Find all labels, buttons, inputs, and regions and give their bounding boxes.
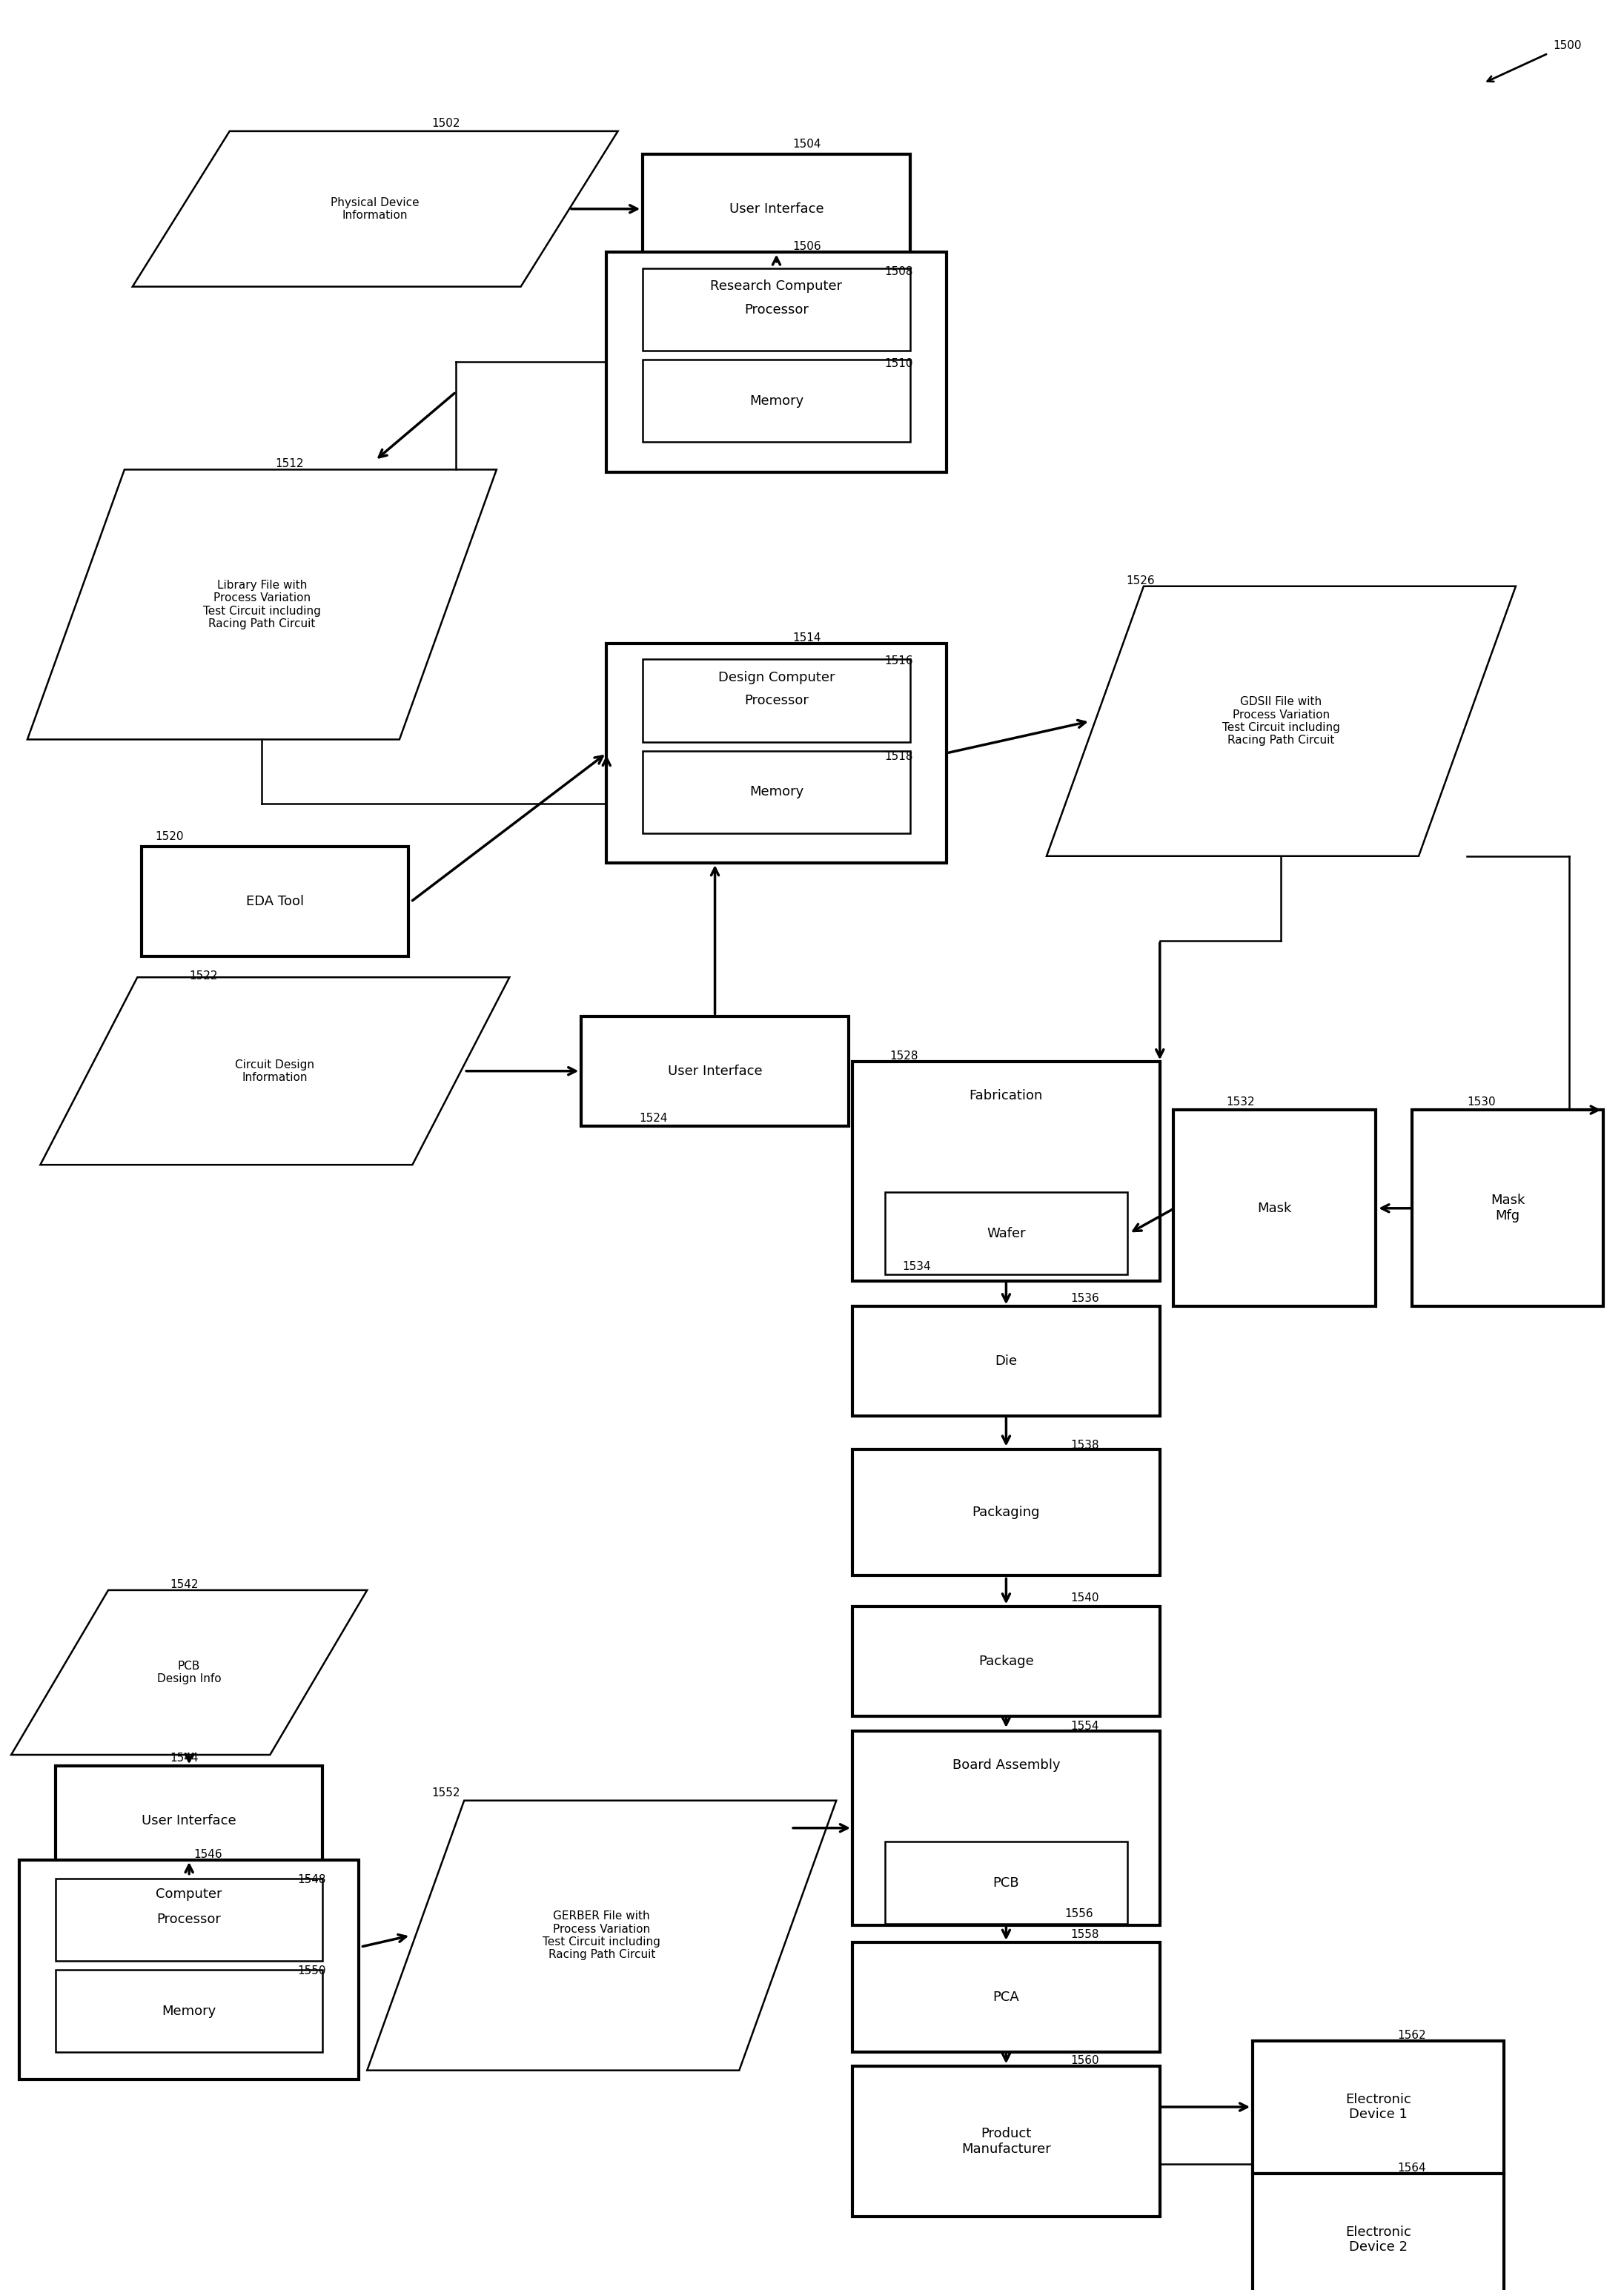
- Text: 1524: 1524: [638, 1112, 667, 1124]
- Text: Product
Manufacturer: Product Manufacturer: [961, 2128, 1051, 2155]
- FancyBboxPatch shape: [19, 1860, 359, 2080]
- Polygon shape: [1046, 587, 1515, 855]
- Text: Circuit Design
Information: Circuit Design Information: [235, 1059, 315, 1082]
- Polygon shape: [11, 1589, 367, 1754]
- Text: Mask: Mask: [1257, 1202, 1291, 1215]
- Polygon shape: [41, 977, 510, 1165]
- Text: 1510: 1510: [885, 358, 913, 369]
- Text: 1504: 1504: [793, 138, 822, 149]
- FancyBboxPatch shape: [853, 1449, 1160, 1575]
- Text: Board Assembly: Board Assembly: [952, 1759, 1060, 1772]
- Text: 1556: 1556: [1064, 1908, 1093, 1919]
- Text: 1500: 1500: [1553, 39, 1582, 50]
- Text: Fabrication: Fabrication: [970, 1089, 1043, 1103]
- Text: 1560: 1560: [1070, 2055, 1099, 2066]
- Text: PCB: PCB: [992, 1876, 1020, 1889]
- Text: Physical Device
Information: Physical Device Information: [331, 197, 419, 220]
- FancyBboxPatch shape: [1252, 2174, 1504, 2293]
- FancyBboxPatch shape: [606, 252, 947, 472]
- FancyBboxPatch shape: [885, 1192, 1127, 1275]
- Text: 1518: 1518: [885, 752, 913, 761]
- Text: Package: Package: [978, 1653, 1034, 1667]
- Text: Wafer: Wafer: [987, 1227, 1026, 1241]
- Text: Electronic
Device 1: Electronic Device 1: [1345, 2094, 1411, 2121]
- Text: PCA: PCA: [992, 1990, 1020, 2004]
- Text: User Interface: User Interface: [141, 1814, 237, 1828]
- Text: 1512: 1512: [274, 459, 304, 470]
- FancyBboxPatch shape: [853, 1942, 1160, 2052]
- FancyBboxPatch shape: [853, 1605, 1160, 1715]
- Text: GERBER File with
Process Variation
Test Circuit including
Racing Path Circuit: GERBER File with Process Variation Test …: [542, 1910, 661, 1961]
- Text: Computer: Computer: [156, 1887, 222, 1901]
- Text: Memory: Memory: [749, 394, 804, 408]
- FancyBboxPatch shape: [581, 1016, 848, 1126]
- Text: Memory: Memory: [749, 786, 804, 798]
- Text: Packaging: Packaging: [973, 1507, 1039, 1518]
- Text: 1562: 1562: [1398, 2029, 1426, 2041]
- Text: User Interface: User Interface: [667, 1064, 762, 1078]
- FancyBboxPatch shape: [141, 846, 408, 956]
- Text: 1558: 1558: [1070, 1928, 1099, 1940]
- FancyBboxPatch shape: [643, 154, 909, 264]
- Text: 1522: 1522: [188, 970, 218, 981]
- Text: Processor: Processor: [744, 303, 809, 316]
- FancyBboxPatch shape: [55, 1878, 323, 1961]
- FancyBboxPatch shape: [643, 660, 909, 741]
- Text: 1516: 1516: [885, 656, 913, 667]
- Text: Electronic
Device 2: Electronic Device 2: [1345, 2224, 1411, 2254]
- Text: EDA Tool: EDA Tool: [245, 894, 304, 908]
- Text: 1506: 1506: [793, 241, 822, 252]
- Text: 1530: 1530: [1466, 1096, 1496, 1108]
- Text: Processor: Processor: [158, 1912, 221, 1926]
- Text: Library File with
Process Variation
Test Circuit including
Racing Path Circuit: Library File with Process Variation Test…: [203, 580, 322, 631]
- FancyBboxPatch shape: [606, 644, 947, 862]
- Text: Processor: Processor: [744, 695, 809, 706]
- Text: 1534: 1534: [903, 1261, 931, 1273]
- FancyBboxPatch shape: [853, 1731, 1160, 1926]
- Text: 1526: 1526: [1125, 576, 1155, 587]
- Text: 1544: 1544: [171, 1752, 198, 1763]
- Text: 1532: 1532: [1226, 1096, 1255, 1108]
- FancyBboxPatch shape: [643, 750, 909, 832]
- Text: 1502: 1502: [432, 117, 460, 128]
- Text: 1548: 1548: [297, 1873, 326, 1885]
- Text: Design Computer: Design Computer: [718, 672, 835, 683]
- FancyBboxPatch shape: [1413, 1110, 1603, 1307]
- FancyBboxPatch shape: [55, 1970, 323, 2052]
- FancyBboxPatch shape: [1252, 2041, 1504, 2174]
- FancyBboxPatch shape: [643, 268, 909, 351]
- Text: 1508: 1508: [885, 266, 913, 277]
- Text: 1514: 1514: [793, 633, 822, 644]
- Text: GDSII File with
Process Variation
Test Circuit including
Racing Path Circuit: GDSII File with Process Variation Test C…: [1223, 697, 1340, 745]
- Text: 1528: 1528: [890, 1050, 918, 1062]
- Text: PCB
Design Info: PCB Design Info: [158, 1660, 221, 1685]
- Text: 1520: 1520: [156, 832, 184, 842]
- Text: User Interface: User Interface: [729, 202, 823, 216]
- FancyBboxPatch shape: [885, 1841, 1127, 1924]
- Text: 1536: 1536: [1070, 1293, 1099, 1305]
- Polygon shape: [367, 1800, 836, 2071]
- Text: Die: Die: [996, 1355, 1017, 1369]
- FancyBboxPatch shape: [1174, 1110, 1376, 1307]
- FancyBboxPatch shape: [55, 1766, 323, 1876]
- Text: 1550: 1550: [297, 1965, 326, 1977]
- Text: Research Computer: Research Computer: [710, 280, 843, 294]
- Text: 1546: 1546: [193, 1848, 222, 1860]
- Text: Memory: Memory: [162, 2004, 216, 2018]
- FancyBboxPatch shape: [853, 1062, 1160, 1282]
- Text: 1552: 1552: [432, 1786, 460, 1798]
- Text: Mask
Mfg: Mask Mfg: [1491, 1195, 1525, 1222]
- FancyBboxPatch shape: [853, 1307, 1160, 1417]
- Text: 1554: 1554: [1070, 1720, 1099, 1731]
- Text: 1564: 1564: [1398, 2162, 1426, 2174]
- FancyBboxPatch shape: [643, 360, 909, 443]
- Text: 1540: 1540: [1070, 1594, 1099, 1603]
- Text: 1538: 1538: [1070, 1440, 1099, 1451]
- Polygon shape: [133, 131, 617, 287]
- Polygon shape: [28, 470, 497, 738]
- FancyBboxPatch shape: [853, 2066, 1160, 2217]
- Text: 1542: 1542: [171, 1580, 198, 1589]
